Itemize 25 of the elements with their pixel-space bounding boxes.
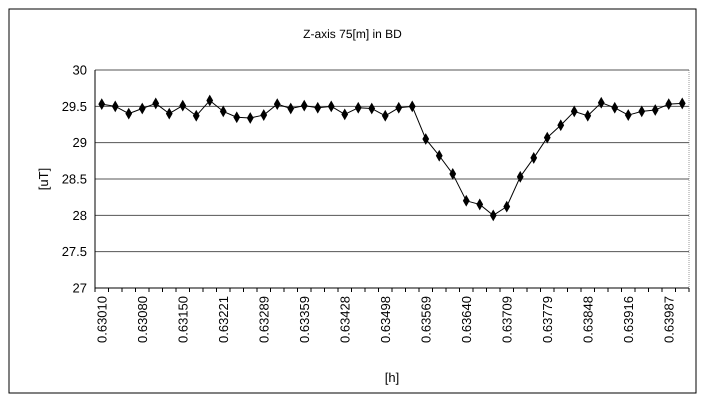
y-axis-title: [uT] — [36, 168, 51, 190]
y-tick-label: 28 — [72, 208, 87, 223]
x-tick-label: 0.63498 — [378, 296, 393, 343]
x-tick-label: 0.63080 — [134, 296, 150, 343]
x-tick-label: 0.63987 — [661, 296, 676, 343]
x-tick-label: 0.63640 — [458, 296, 474, 343]
y-tick-label: 29 — [72, 135, 87, 150]
x-tick-label: 0.63848 — [580, 296, 596, 343]
x-tick-label: 0.63221 — [216, 296, 231, 343]
x-tick-label: 0.63359 — [296, 296, 312, 343]
x-tick-label: 0.63428 — [337, 296, 352, 343]
y-tick-label: 29.5 — [62, 98, 87, 114]
x-tick-label: 0.63010 — [94, 296, 110, 343]
x-tick-label: 0.63709 — [499, 296, 514, 343]
y-tick-label: 27.5 — [62, 244, 87, 260]
y-tick-label: 27 — [72, 280, 87, 296]
x-tick-label: 0.63289 — [256, 296, 272, 343]
chart-title: Z-axis 75[m] in BD — [303, 27, 402, 41]
x-tick-label: 0.63779 — [540, 296, 555, 343]
x-axis-title: [h] — [384, 370, 400, 385]
x-tick-label: 0.63150 — [175, 296, 190, 343]
x-tick-label: 0.63916 — [620, 296, 636, 343]
x-tick-label: 0.63569 — [418, 296, 434, 343]
y-tick-label: 28.5 — [62, 172, 87, 187]
y-tick-label: 30 — [72, 62, 87, 78]
